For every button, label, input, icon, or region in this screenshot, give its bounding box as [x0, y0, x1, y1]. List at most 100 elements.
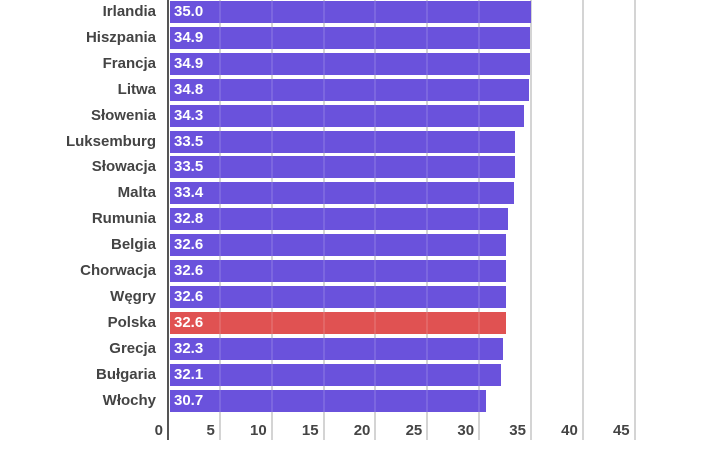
bar-grid-segment — [322, 285, 325, 308]
bar: 33.4 — [170, 182, 515, 205]
bar-value-label: 34.8 — [174, 80, 204, 98]
bar-value-label: 34.3 — [174, 106, 204, 124]
bar-grid-segment — [374, 156, 377, 179]
bar-grid-segment — [218, 156, 221, 179]
bar-grid-segment — [270, 389, 273, 412]
bar-grid-segment — [478, 285, 481, 308]
bar-value-label: 32.1 — [174, 365, 204, 383]
bar-value-label: 33.5 — [174, 132, 204, 150]
bar-grid-segment — [270, 52, 273, 75]
x-tick-label: 35 — [509, 422, 526, 439]
x-tick-label: 10 — [250, 422, 267, 439]
x-tick-label: 20 — [353, 422, 371, 439]
bar-grid-segment — [374, 260, 377, 282]
bar-value-label: 32.6 — [174, 313, 204, 331]
category-label: Irlandia — [102, 3, 156, 20]
bar-grid-segment — [426, 389, 429, 412]
bar-grid-segment — [374, 182, 377, 205]
bar-grid-segment — [478, 311, 481, 334]
bar-grid-segment — [322, 234, 325, 257]
bar-grid-segment — [374, 52, 377, 75]
bar-grid-segment — [374, 1, 377, 23]
category-label: Belgia — [110, 236, 156, 254]
bar-grid-segment — [322, 78, 325, 101]
bar-grid-segment — [322, 311, 325, 334]
category-label: Luksemburg — [65, 132, 156, 150]
bar-grid-segment — [270, 78, 273, 101]
bar-grid-segment — [270, 156, 273, 179]
bar: 30.7 — [170, 389, 487, 412]
bar-grid-segment — [322, 260, 325, 282]
bar: 32.6 — [170, 234, 507, 257]
bar-grid-segment — [426, 156, 429, 179]
bar-grid-segment — [426, 26, 429, 49]
bar-grid-segment — [478, 52, 481, 75]
bar-value-label: 32.3 — [174, 339, 204, 357]
category-label: Węgry — [110, 287, 156, 305]
bar-grid-segment — [426, 52, 429, 75]
bar-value-label: 32.6 — [174, 287, 204, 305]
bar-grid-segment — [426, 260, 429, 282]
bar-grid-segment — [374, 311, 377, 334]
bar-grid-segment — [218, 285, 221, 308]
bar-grid-segment — [218, 208, 221, 231]
bar-grid-segment — [270, 337, 273, 360]
bar: 34.8 — [170, 78, 529, 101]
bar: 33.5 — [170, 130, 516, 153]
bar-grid-segment — [322, 337, 325, 360]
bar-grid-segment — [478, 104, 481, 127]
bar-grid-segment — [374, 285, 377, 308]
bar-grid-segment — [478, 234, 481, 257]
bar-value-label: 33.5 — [174, 158, 204, 176]
bar: 32.6 — [170, 260, 507, 282]
bar-grid-segment — [426, 363, 429, 386]
bar-grid-segment — [322, 208, 325, 231]
bar-grid-segment — [322, 104, 325, 127]
bar-grid-segment — [478, 389, 481, 412]
bar-grid-segment — [218, 234, 221, 257]
bar-value-label: 32.6 — [174, 236, 204, 254]
bar-grid-segment — [374, 104, 377, 127]
bar-grid-segment — [426, 130, 429, 153]
x-tick-label: 45 — [612, 422, 630, 439]
bar-grid-segment — [322, 130, 325, 153]
category-label: Hiszpania — [85, 28, 156, 46]
x-tick-label: 40 — [561, 422, 578, 439]
bar-grid-segment — [426, 337, 429, 360]
y-axis-line — [167, 0, 169, 440]
bar-grid-segment — [426, 1, 429, 23]
category-label: Słowenia — [90, 106, 156, 124]
bar-grid-segment — [322, 363, 325, 386]
category-label: Polska — [107, 313, 156, 331]
bar-value-label: 32.6 — [174, 262, 204, 279]
bar-grid-segment — [478, 26, 481, 49]
bar-grid-segment — [426, 104, 429, 127]
bar-grid-segment — [374, 363, 377, 386]
bar: 34.9 — [170, 26, 530, 49]
bar: 34.3 — [170, 104, 524, 127]
bar-grid-segment — [322, 389, 325, 412]
bar-grid-segment — [426, 234, 429, 257]
bar: 33.5 — [170, 156, 516, 179]
x-tick-label: 25 — [405, 422, 423, 439]
bar-grid-segment — [218, 78, 221, 101]
bar-grid-segment — [218, 26, 221, 49]
bar-grid-segment — [270, 311, 273, 334]
bar-grid-segment — [270, 26, 273, 49]
bar-grid-segment — [478, 260, 481, 282]
bar-grid-segment — [426, 182, 429, 205]
bar: 32.8 — [170, 208, 509, 231]
bar-grid-segment — [270, 130, 273, 153]
x-tick-label: 30 — [457, 422, 475, 439]
bar-grid-segment — [322, 26, 325, 49]
bar-grid-segment — [478, 130, 481, 153]
bar-grid-segment — [426, 285, 429, 308]
x-tick-label: 5 — [206, 422, 215, 439]
category-label: Chorwacja — [80, 262, 156, 279]
bar: 34.9 — [170, 52, 530, 75]
bar-highlighted: 32.6 — [170, 311, 507, 334]
bar-grid-segment — [322, 1, 325, 23]
bar-grid-segment — [218, 260, 221, 282]
bar-value-label: 33.4 — [174, 184, 204, 202]
bar-grid-segment — [478, 1, 481, 23]
